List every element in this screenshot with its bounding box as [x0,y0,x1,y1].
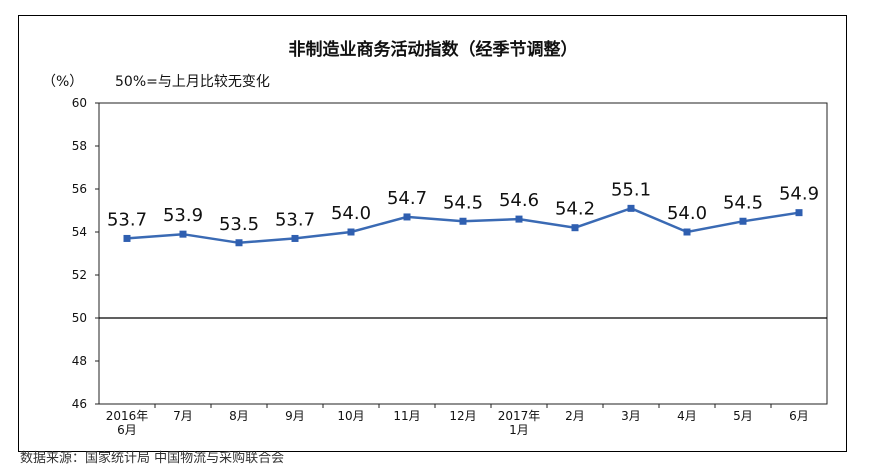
line-chart: 非制造业商务活动指数（经季节调整） （%） 50%=与上月比较无变化 46 48 5… [42,39,828,437]
y-tick-label: 46 [72,397,87,411]
data-point [291,234,299,242]
y-tick-label: 60 [72,96,87,110]
y-tick-label: 48 [72,354,87,368]
data-label: 54.0 [331,203,371,224]
data-label: 54.5 [723,192,763,213]
data-point [627,204,635,212]
x-tick-label: 2017年 [498,409,541,423]
data-point [739,217,747,225]
data-label: 54.7 [387,188,427,209]
data-label: 55.1 [611,179,651,200]
chart-frame: 非制造业商务活动指数（经季节调整） （%） 50%=与上月比较无变化 46 48 5… [18,15,847,452]
data-label: 54.0 [667,203,707,224]
y-tick-label: 56 [72,182,87,196]
data-label: 53.5 [219,214,259,235]
x-tick-label: 11月 [393,409,420,423]
data-point [515,215,523,223]
data-point [459,217,467,225]
data-point [795,209,803,217]
x-tick-label: 12月 [449,409,476,423]
x-tick-label: 3月 [621,409,641,423]
x-tick-label: 1月 [509,423,529,437]
data-point [123,234,131,242]
data-point [347,228,355,236]
footer-note: 数据来源：国家统计局 中国物流与采购联合会 [20,451,285,466]
data-point [683,228,691,236]
x-tick-label: 2016年 [106,409,149,423]
x-tick-label: 10月 [337,409,364,423]
data-label: 53.7 [107,209,147,230]
data-point [179,230,187,238]
plot-border [98,102,828,405]
data-point [235,239,243,247]
y-tick-label: 50 [72,311,87,325]
x-tick-label: 6月 [789,409,809,423]
y-unit-label: （%） [42,74,83,90]
x-tick-label: 8月 [229,409,249,423]
x-tick-label: 2月 [565,409,585,423]
data-label: 54.6 [499,190,539,211]
y-tick-label: 52 [72,268,87,282]
x-tick-label: 9月 [285,409,305,423]
x-tick-label: 5月 [733,409,753,423]
x-tick-label: 6月 [117,423,137,437]
data-label: 53.7 [275,209,315,230]
data-label: 53.9 [163,205,203,226]
chart-title: 非制造业商务活动指数（经季节调整） [289,39,578,60]
data-point [403,213,411,221]
data-point [571,224,579,232]
data-label: 54.2 [555,199,595,220]
y-tick-label: 58 [72,139,87,153]
data-label: 54.5 [443,192,483,213]
reference-note: 50%=与上月比较无变化 [115,74,270,90]
y-tick-label: 54 [72,225,87,239]
data-label: 54.9 [779,184,819,205]
x-tick-label: 4月 [677,409,697,423]
x-tick-label: 7月 [173,409,193,423]
